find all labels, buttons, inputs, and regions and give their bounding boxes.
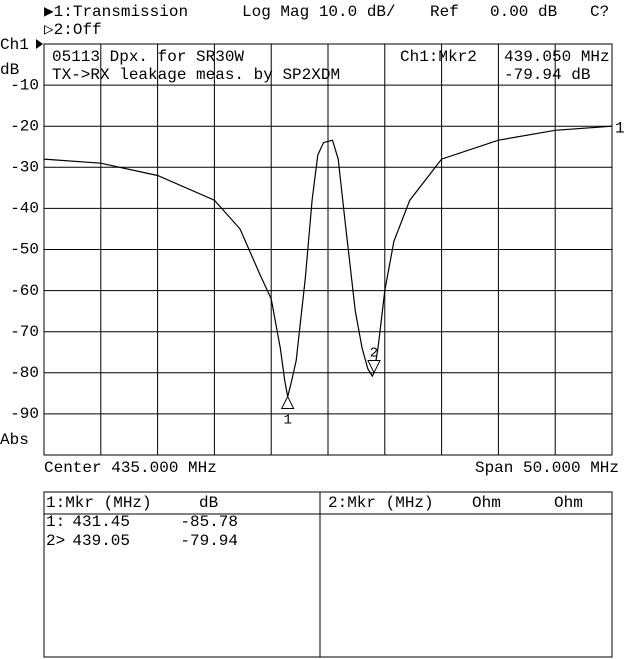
table-header: dB — [199, 494, 218, 512]
table-level: -85.78 — [180, 513, 238, 531]
title-line: TX->RX leakage meas. by SP2XDM — [52, 66, 340, 84]
active-marker-x: 439.050 MHz — [504, 48, 610, 66]
table-freq: 431.45 — [72, 513, 130, 531]
title-line: 05113 Dpx. for SR30W — [52, 48, 244, 66]
ref-label: Ref — [430, 3, 459, 21]
y-axis-mode: Abs — [0, 431, 29, 449]
table-header: 2:Mkr (MHz) — [328, 494, 434, 512]
table-freq: 439.05 — [72, 532, 130, 550]
trace — [43, 125, 613, 397]
table-header: Ohm — [472, 494, 501, 512]
y-tick-label: -60 — [10, 282, 39, 300]
channel-1: ▶1:Transmission — [44, 3, 188, 21]
table-index: 1: — [46, 513, 65, 531]
y-tick-label: -70 — [10, 323, 39, 341]
ref-value: 0.00 dB — [490, 3, 557, 21]
format: Log Mag 10.0 dB/ — [242, 3, 396, 21]
active-marker-y: -79.94 dB — [504, 66, 590, 84]
ref-pointer — [36, 39, 43, 49]
y-tick-label: -10 — [10, 76, 39, 94]
center: Center 435.000 MHz — [44, 459, 217, 477]
marker-label: 2 — [370, 345, 378, 361]
y-axis-channel: Ch1 — [0, 36, 29, 54]
y-tick-label: -20 — [10, 117, 39, 135]
y-tick-label: -30 — [10, 159, 39, 177]
table-header: Ohm — [554, 494, 583, 512]
trace-label: 1 — [615, 119, 625, 137]
marker — [367, 360, 381, 374]
marker-label: 1 — [283, 412, 291, 428]
y-axis-unit: dB — [0, 61, 19, 79]
y-tick-label: -40 — [10, 200, 39, 218]
marker — [280, 395, 295, 410]
marker-table — [43, 491, 613, 658]
y-tick-label: -90 — [10, 405, 39, 423]
table-index: 2> — [46, 532, 65, 550]
table-level: -79.94 — [180, 532, 238, 550]
channel-2: ▷2:Off — [44, 21, 102, 39]
y-tick-label: -50 — [10, 241, 39, 259]
span: Span 50.000 MHz — [475, 459, 619, 477]
active-marker-label: Ch1:Mkr2 — [400, 48, 477, 66]
cal-status: C? — [590, 3, 609, 21]
table-header: 1:Mkr (MHz) — [46, 494, 152, 512]
y-tick-label: -80 — [10, 364, 39, 382]
